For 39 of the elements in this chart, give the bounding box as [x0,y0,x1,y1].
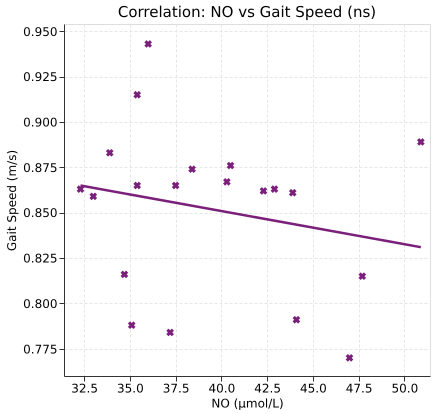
point [76,185,84,193]
point [133,182,142,190]
point [188,165,196,173]
point [288,188,297,197]
point [223,178,231,186]
point [358,272,366,280]
x-tick-label: 45.0 [300,382,327,396]
point [166,328,174,336]
y-tick-label: 0.875 [23,160,58,175]
point [270,185,278,193]
x-tick-label: 42.5 [254,382,281,396]
point [346,354,354,362]
y-axis-title: Gait Speed (m/s) [5,150,20,252]
point [128,321,136,330]
chart-title: Correlation: NO vs Gait Speed (ns) [118,3,376,21]
point [133,90,142,99]
x-tick-label: 37.5 [162,382,190,396]
point [120,270,128,278]
point [292,316,300,324]
point [172,182,180,190]
x-tick-label: 47.5 [346,382,372,396]
x-tick-label: 40.0 [208,382,236,396]
x-tick-label: 50.0 [392,382,418,396]
y-tick-label: 0.925 [23,70,58,84]
y-tick-label: 0.900 [23,115,58,130]
point [144,40,152,48]
y-tick-label: 0.775 [23,342,58,356]
x-tick-label: 32.5 [71,382,98,396]
point [89,192,98,200]
y-tick-label: 0.825 [23,252,58,266]
point [417,138,425,146]
y-tick-label: 0.800 [23,296,58,311]
x-tick-label: 35.0 [117,382,144,396]
x-axis-title: NO (µmol/L) [211,396,284,410]
y-tick-label: 0.950 [23,24,58,39]
point [260,187,268,195]
point [226,162,234,170]
y-tick-label: 0.850 [23,206,58,220]
point [106,148,114,157]
